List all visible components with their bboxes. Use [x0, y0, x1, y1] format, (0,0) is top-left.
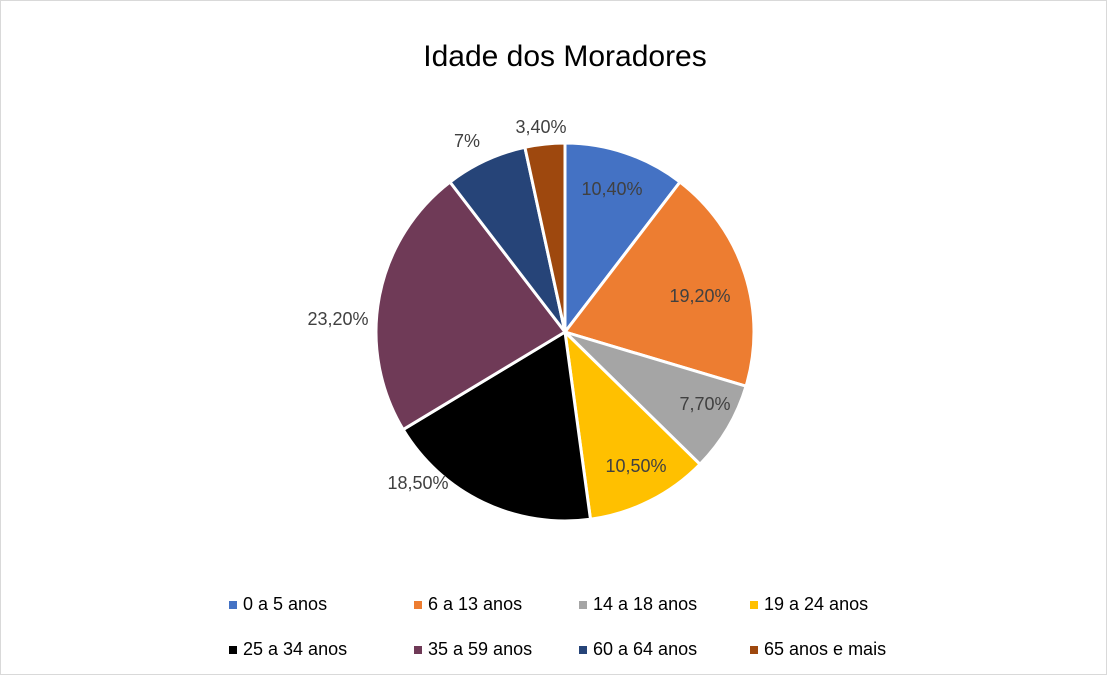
legend-swatch [579, 646, 587, 654]
legend-swatch [579, 601, 587, 609]
data-label: 7,70% [679, 394, 730, 414]
data-label: 23,20% [307, 309, 368, 329]
pie-slice [563, 141, 683, 337]
legend-label: 60 a 64 anos [593, 639, 697, 659]
legend-label: 35 a 59 anos [428, 639, 532, 659]
data-label: 18,50% [387, 473, 448, 493]
pie-slice [523, 141, 567, 333]
pie-slice [401, 329, 593, 523]
legend-label: 19 a 24 anos [764, 594, 868, 614]
legend-swatch [414, 646, 422, 654]
pie-slice [562, 327, 703, 521]
legend-swatch [229, 601, 237, 609]
pie-slice [374, 179, 568, 432]
data-label: 10,50% [605, 456, 666, 476]
legend-label: 65 anos e mais [764, 639, 886, 659]
data-label: 7% [454, 131, 480, 151]
legend-label: 0 a 5 anos [243, 594, 327, 614]
legend-swatch [414, 601, 422, 609]
legend-swatch [750, 601, 758, 609]
data-label: 3,40% [515, 117, 566, 137]
legend-label: 6 a 13 anos [428, 594, 522, 614]
legend-swatch [750, 646, 758, 654]
legend-label: 25 a 34 anos [243, 639, 347, 659]
data-label: 10,40% [581, 179, 642, 199]
legend-label: 14 a 18 anos [593, 594, 697, 614]
legend-swatch [229, 646, 237, 654]
pie-slice [562, 179, 756, 389]
data-label: 19,20% [669, 286, 730, 306]
chart-title: Idade dos Moradores [423, 40, 707, 73]
